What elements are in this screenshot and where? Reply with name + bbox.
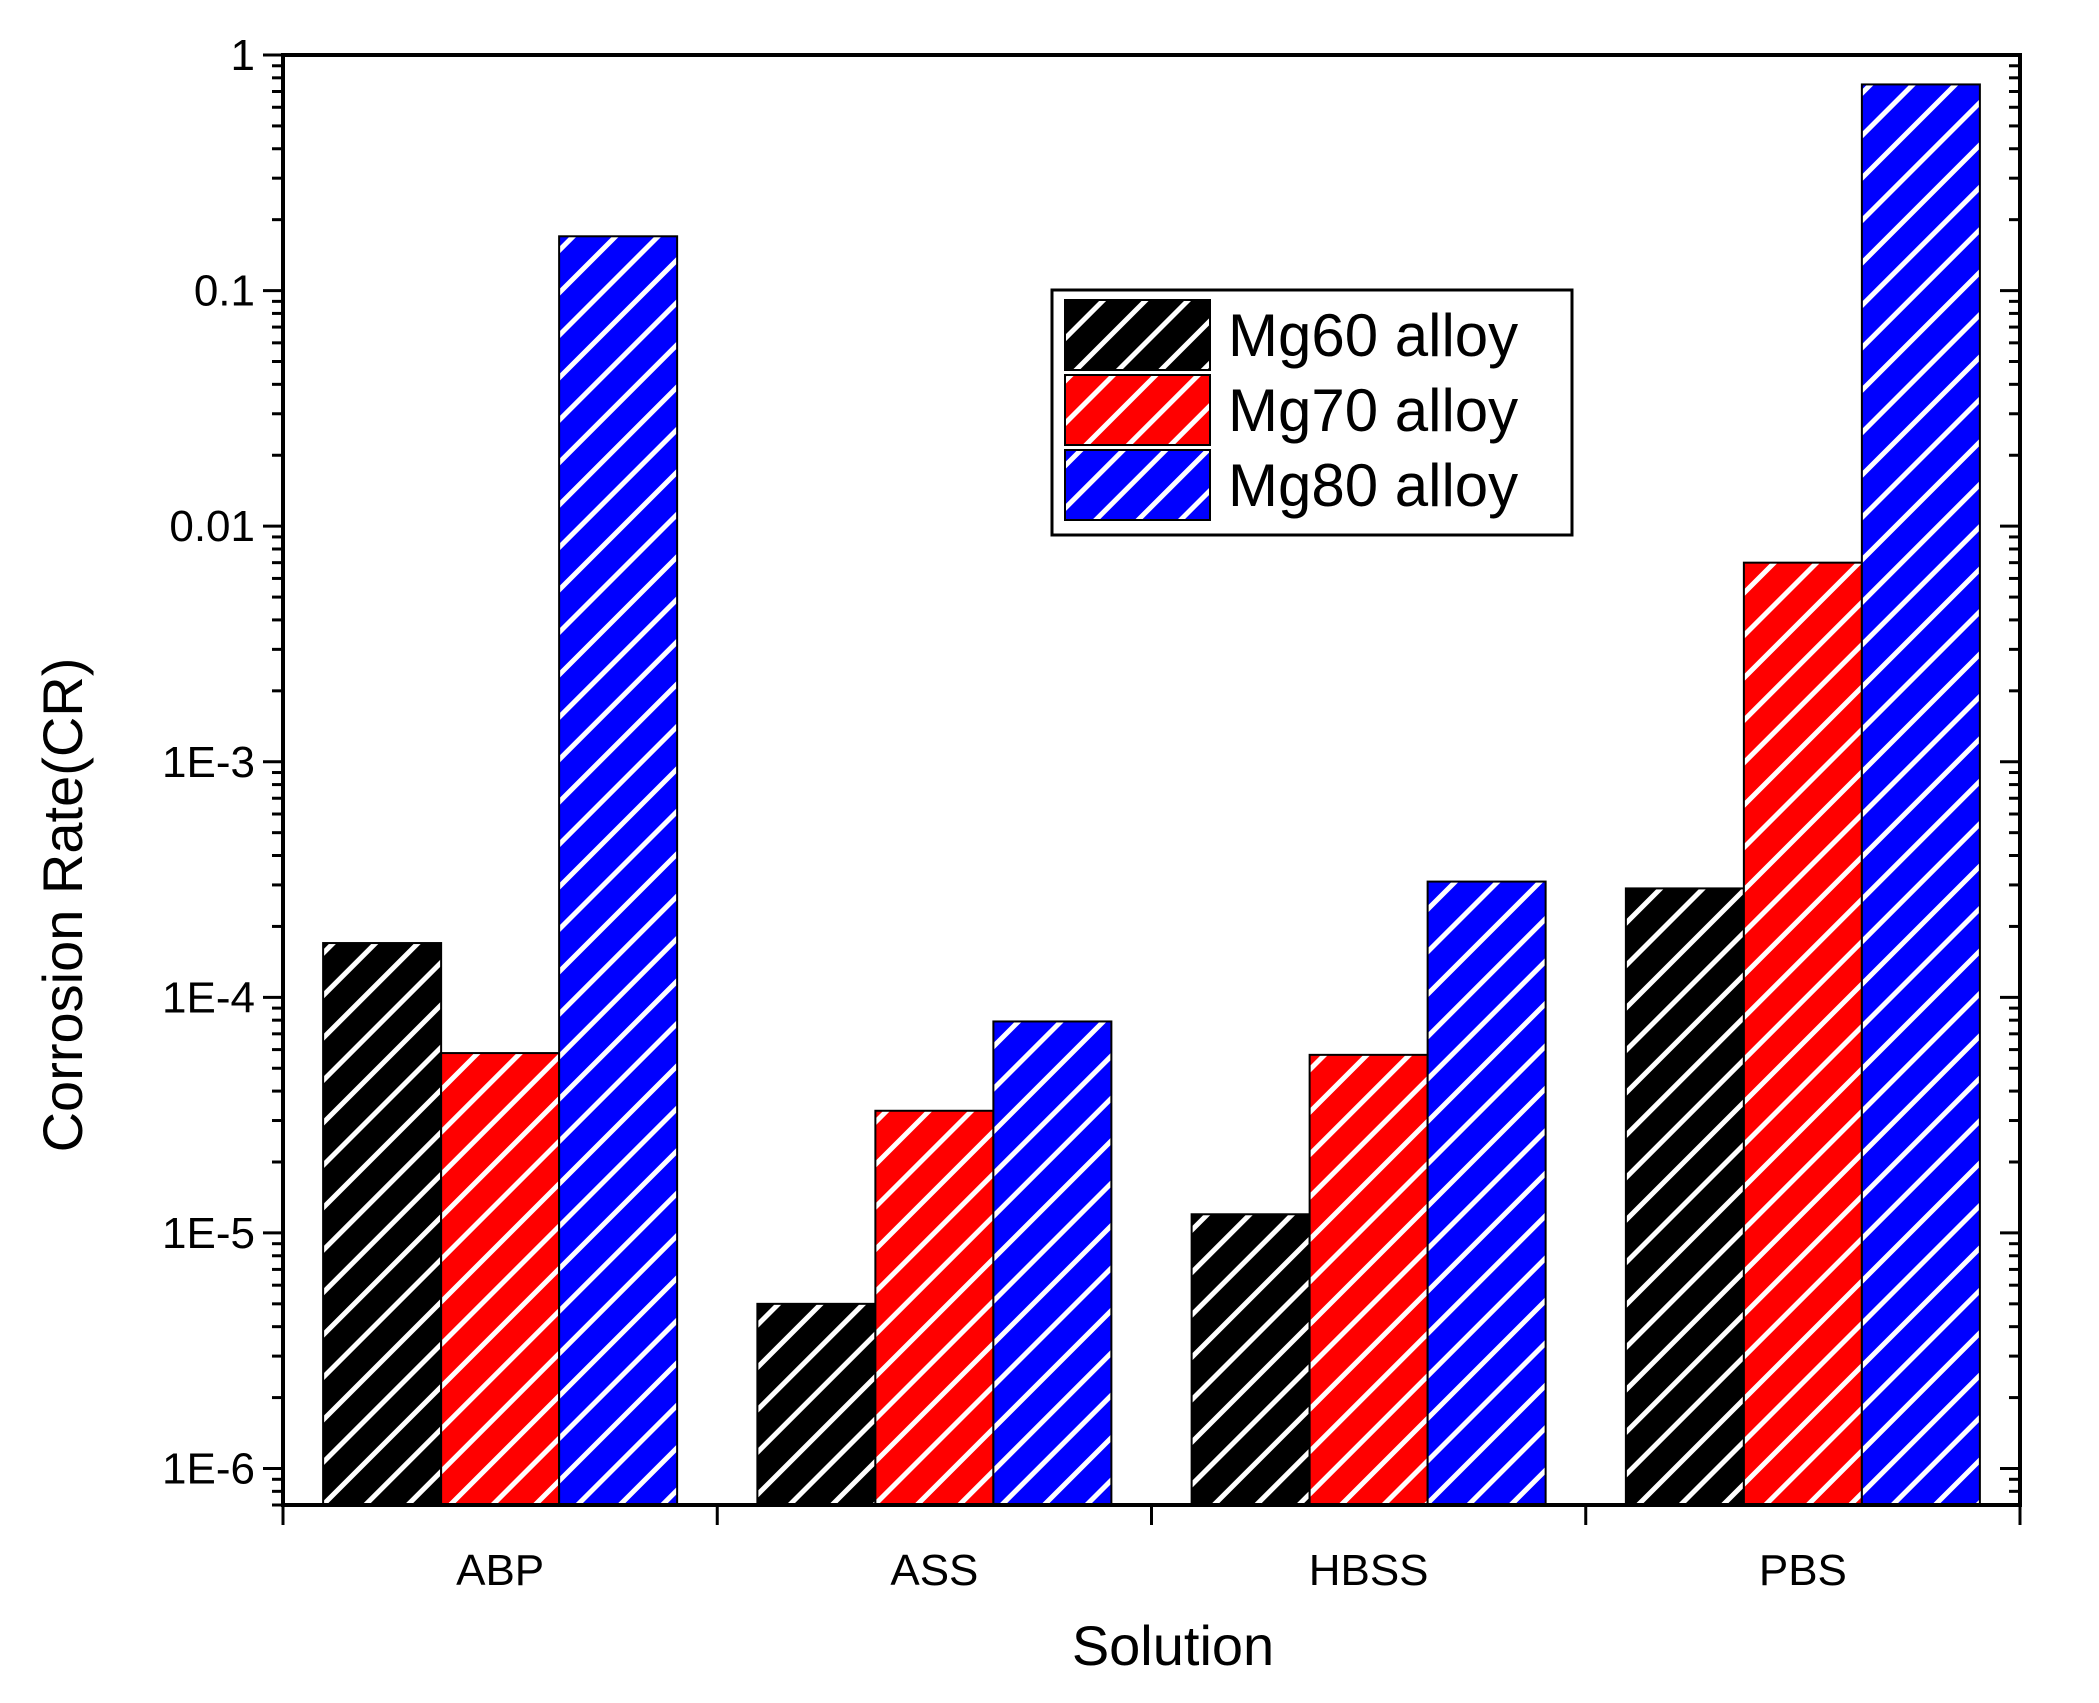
y-tick-label: 1E-5 (162, 1209, 255, 1258)
legend-swatch-2 (1064, 374, 1211, 446)
x-tick-label-pbs: PBS (1759, 1546, 1847, 1595)
bar-hbss-series-3 (1426, 880, 1547, 1506)
axes-group (263, 53, 2022, 1525)
y-tick-label: 0.01 (169, 502, 255, 551)
x-tick-label-ass: ASS (890, 1546, 978, 1595)
y-axis-title: Corrosion Rate(CR) (31, 658, 94, 1153)
bar-hbss-series-1 (1190, 1213, 1311, 1507)
bar-hbss-series-2 (1308, 1053, 1429, 1507)
bar-pbs-series-2 (1742, 561, 1863, 1506)
bar-ass-series-2 (874, 1109, 995, 1507)
y-tick-label: 0.1 (194, 267, 255, 316)
bar-pbs-series-3 (1860, 83, 1981, 1507)
bar-abp-series-1 (322, 942, 443, 1506)
legend-label-3: Mg80 alloy (1228, 452, 1518, 519)
bar-ass-series-3 (992, 1020, 1113, 1506)
bar-abp-series-3 (558, 235, 679, 1507)
y-tick-label: 1 (231, 31, 255, 80)
bars-group (322, 83, 1981, 1507)
legend-label-1: Mg60 alloy (1228, 302, 1518, 369)
legend-label-2: Mg70 alloy (1228, 377, 1518, 444)
legend: Mg60 alloy Mg70 alloy Mg80 alloy (1050, 288, 1574, 537)
bar-pbs-series-1 (1624, 887, 1745, 1506)
y-tick-label: 1E-6 (162, 1445, 255, 1494)
x-tick-label-abp: ABP (456, 1546, 544, 1595)
y-tick-label: 1E-3 (162, 738, 255, 787)
y-tick-label: 1E-4 (162, 973, 255, 1022)
tick-labels-group: 1E-6 1E-5 1E-4 1E-3 0.01 0.1 1 ABP ASS HBSS PBS (162, 31, 1847, 1595)
legend-swatch-1 (1064, 299, 1211, 371)
x-tick-label-hbss: HBSS (1309, 1546, 1429, 1595)
legend-swatch-3 (1064, 449, 1211, 521)
bar-abp-series-2 (440, 1052, 561, 1506)
bar-ass-series-1 (756, 1302, 877, 1507)
x-axis-title: Solution (1072, 1614, 1274, 1677)
